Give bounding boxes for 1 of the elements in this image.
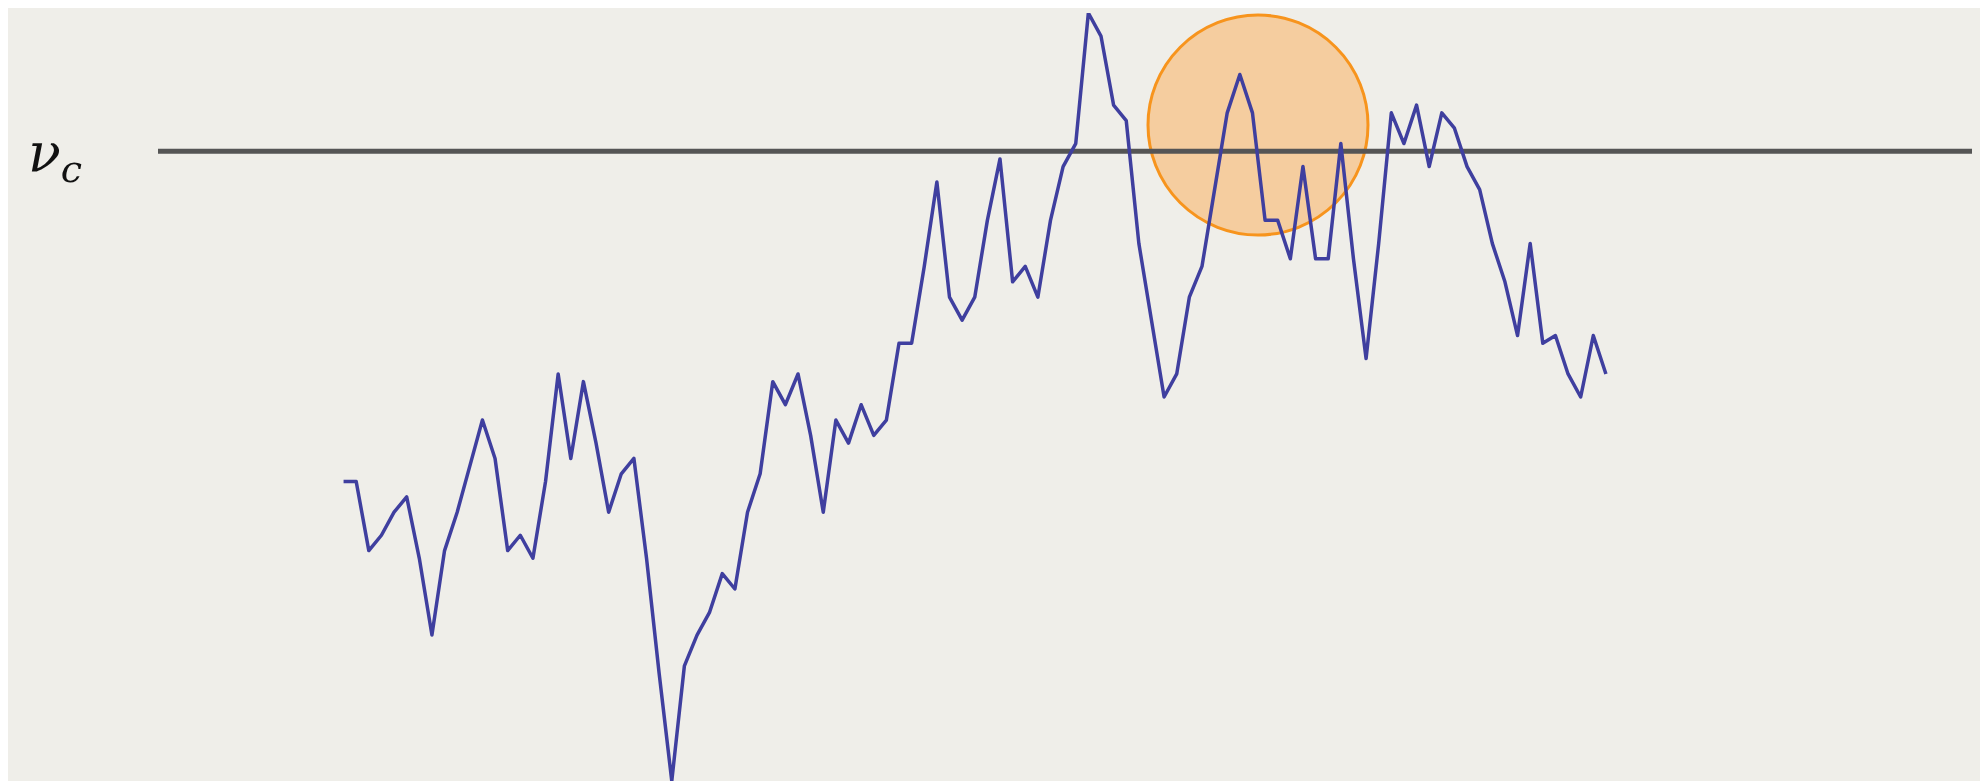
- ref-line-label: ν$_{c}$: [28, 121, 83, 192]
